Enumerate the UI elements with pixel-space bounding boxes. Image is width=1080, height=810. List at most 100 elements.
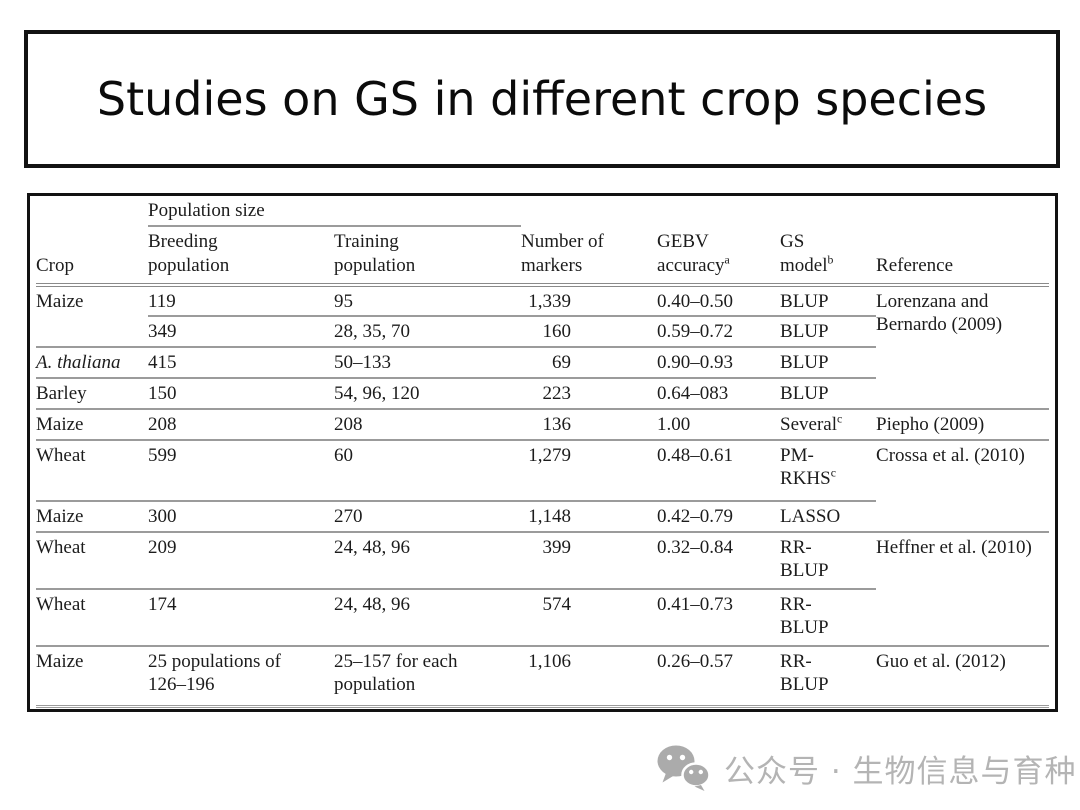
- column-header-row: Crop Breeding population Training popula…: [36, 226, 1049, 287]
- cell-markers: 399: [521, 531, 658, 590]
- cell-breeding: 349: [148, 315, 334, 348]
- cell-crop: [36, 315, 148, 348]
- cell-model: PM- RKHSc: [780, 439, 877, 502]
- col-header-crop: Crop: [36, 226, 148, 287]
- cell-breeding: 415: [148, 346, 334, 379]
- cell-markers: 160: [521, 315, 658, 348]
- cell-crop: Maize: [36, 290, 84, 312]
- gs-studies-table: Population size Crop Breeding population…: [36, 196, 1049, 708]
- cell-model: RR- BLUP: [780, 588, 877, 647]
- cell-crop: Wheat: [36, 439, 148, 502]
- cell-training: 54, 96, 120: [334, 377, 522, 410]
- table-row: Maize 119 95 1,339 0.40–0.50 BLUP Lorenz…: [36, 284, 1049, 410]
- cell-training: 24, 48, 96: [334, 588, 522, 647]
- superscript: c: [830, 466, 836, 480]
- cell-accuracy: 0.48–0.61: [657, 439, 781, 502]
- cell-markers: 1,148: [521, 500, 658, 533]
- cell-model: BLUP: [780, 284, 877, 317]
- table-row: Maize 300 270 1,148 0.42–0.79 LASSO: [36, 500, 1049, 533]
- cell-markers: 136: [521, 408, 658, 441]
- cell-training: 25–157 for each population: [334, 650, 458, 696]
- cell-crop: Maize: [36, 408, 148, 441]
- cell-model: BLUP: [780, 346, 877, 379]
- cell-accuracy: 0.41–0.73: [657, 588, 781, 647]
- slide-title: Studies on GS in different crop species: [96, 72, 988, 126]
- cell-model: RR- BLUP: [780, 531, 877, 590]
- cell-reference: Crossa et al. (2010): [876, 439, 1049, 533]
- cell-training: 28, 35, 70: [334, 315, 522, 348]
- gs-studies-table-container: Population size Crop Breeding population…: [27, 193, 1058, 712]
- cell-reference: Lorenzana and Bernardo (2009): [876, 284, 1049, 410]
- cell-training: 60: [334, 439, 522, 502]
- cell-breeding: 119: [148, 284, 334, 317]
- cell-crop: Wheat: [36, 531, 148, 590]
- slide-title-box: Studies on GS in different crop species: [24, 30, 1060, 168]
- cell-reference: Heffner et al. (2010): [876, 531, 1049, 647]
- cell-accuracy: 0.26–0.57: [657, 650, 734, 672]
- cell-breeding: 25 populations of 126–196: [148, 650, 281, 696]
- cell-accuracy: 0.42–0.79: [657, 500, 781, 533]
- cell-training: 208: [334, 408, 522, 441]
- cell-breeding: 174: [148, 588, 334, 647]
- superscript: a: [724, 253, 730, 267]
- table-row: Maize 208 208 136 1.00 Severalc Piepho (…: [36, 408, 1049, 441]
- col-header-gs-model: GS modelb: [780, 226, 877, 287]
- cell-accuracy: 1.00: [657, 408, 781, 441]
- cell-crop: Wheat: [36, 588, 148, 647]
- table-row: Wheat 209 24, 48, 96 399 0.32–0.84 RR- B…: [36, 531, 1049, 647]
- cell-breeding: 599: [148, 439, 334, 502]
- population-size-group-header: Population size: [148, 196, 522, 227]
- cell-breeding: 150: [148, 377, 334, 410]
- cell-model: BLUP: [780, 377, 877, 410]
- cell-breeding: 209: [148, 531, 334, 590]
- cell-training: 24, 48, 96: [334, 531, 522, 590]
- cell-reference: Piepho (2009): [876, 408, 1049, 441]
- cell-training: 50–133: [334, 346, 522, 379]
- watermark-text: 公众号 · 生物信息与育种: [724, 753, 1077, 790]
- cell-markers: 1,339: [521, 284, 658, 317]
- table-row: 349 28, 35, 70 160 0.59–0.72 BLUP: [36, 315, 1049, 348]
- col-header-gebv-accuracy: GEBV accuracya: [657, 226, 781, 287]
- col-header-training-population: Training population: [334, 226, 522, 287]
- cell-crop: Barley: [36, 377, 148, 410]
- table-row: Maize 25 populations of 126–196 25–157 f…: [36, 646, 1049, 707]
- cell-markers: 1,106: [528, 650, 572, 672]
- cell-markers: 69: [521, 346, 658, 379]
- cell-model: LASSO: [780, 500, 877, 533]
- cell-accuracy: 0.64–083: [657, 377, 781, 410]
- cell-reference: Guo et al. (2012): [876, 650, 1006, 672]
- cell-breeding: 300: [148, 500, 334, 533]
- cell-training: 270: [334, 500, 522, 533]
- cell-training: 95: [334, 284, 522, 317]
- group-spacer: [521, 196, 1049, 226]
- cell-crop: Maize: [36, 650, 84, 672]
- col-header-reference: Reference: [876, 226, 1049, 287]
- superscript: b: [827, 253, 834, 267]
- table-row: Wheat 174 24, 48, 96 574 0.41–0.73 RR- B…: [36, 588, 1049, 647]
- cell-model: BLUP: [780, 315, 877, 348]
- cell-markers: 574: [521, 588, 658, 647]
- table-row: Wheat 599 60 1,279 0.48–0.61 PM- RKHSc C…: [36, 439, 1049, 533]
- col-header-number-of-markers: Number of markers: [521, 226, 658, 287]
- header-text: GEBV accuracy: [657, 231, 725, 276]
- cell-model: RR- BLUP: [780, 650, 829, 696]
- cell-breeding: 208: [148, 408, 334, 441]
- model-text: PM- RKHS: [780, 444, 831, 490]
- watermark: 公众号 · 生物信息与育种: [656, 743, 1077, 793]
- cell-model: Severalc: [780, 408, 877, 441]
- group-header-row: Population size: [36, 196, 1049, 227]
- wechat-icon: [657, 745, 711, 791]
- cell-crop: A. thaliana: [36, 346, 148, 379]
- table-row: A. thaliana 415 50–133 69 0.90–0.93 BLUP: [36, 346, 1049, 379]
- cell-accuracy: 0.59–0.72: [657, 315, 781, 348]
- table-row: Barley 150 54, 96, 120 223 0.64–083 BLUP: [36, 377, 1049, 410]
- cell-accuracy: 0.32–0.84: [657, 531, 781, 590]
- cell-accuracy: 0.90–0.93: [657, 346, 781, 379]
- cell-markers: 223: [521, 377, 658, 410]
- cell-crop: Maize: [36, 500, 148, 533]
- col-header-breeding-population: Breeding population: [148, 226, 334, 287]
- model-text: Several: [780, 413, 837, 435]
- header-text: GS model: [780, 231, 828, 276]
- group-spacer: [36, 196, 148, 226]
- cell-accuracy: 0.40–0.50: [657, 284, 781, 317]
